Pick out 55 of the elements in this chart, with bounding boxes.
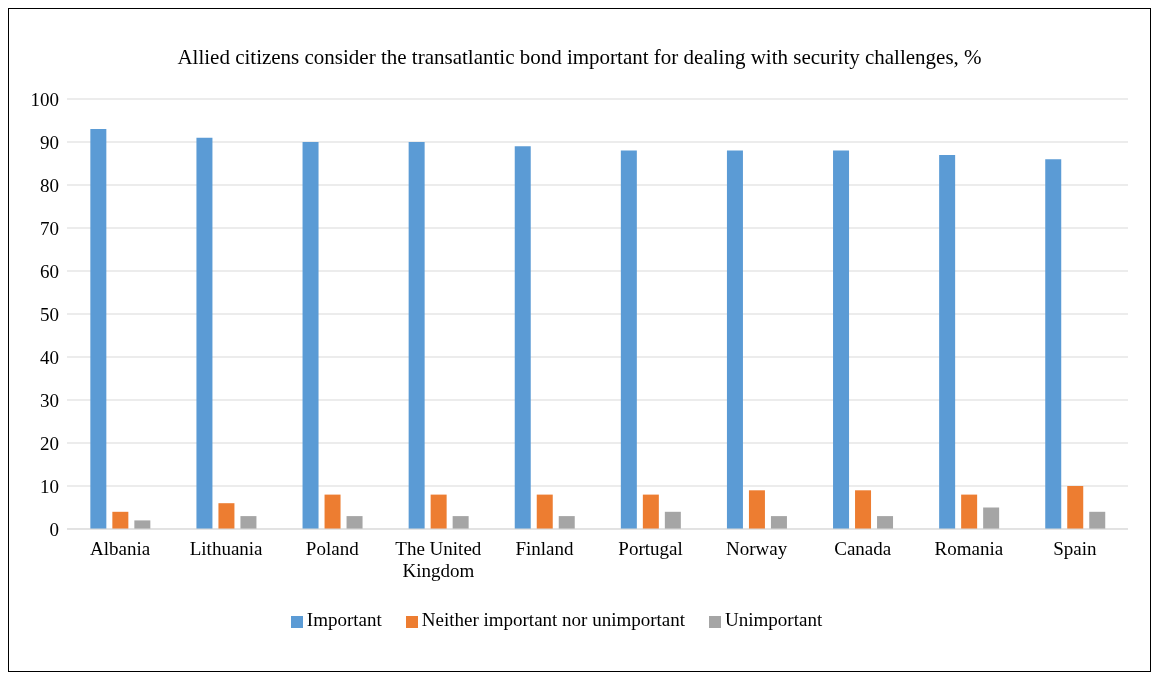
bar bbox=[134, 520, 151, 529]
bar bbox=[536, 494, 553, 529]
y-tick-label: 100 bbox=[30, 88, 59, 110]
bar bbox=[1045, 159, 1062, 529]
x-tick-label: Lithuania bbox=[189, 538, 264, 559]
y-tick-label: 70 bbox=[40, 217, 59, 239]
bar bbox=[877, 516, 894, 529]
bar bbox=[112, 511, 129, 529]
bar bbox=[1089, 511, 1106, 529]
x-tick-label: Norway bbox=[726, 538, 788, 559]
bar bbox=[452, 516, 469, 529]
bar bbox=[90, 129, 107, 529]
bar bbox=[664, 511, 681, 529]
bar bbox=[642, 494, 659, 529]
y-tick-label: 50 bbox=[40, 303, 59, 325]
bar bbox=[961, 494, 978, 529]
legend-label: Neither important nor unimportant bbox=[421, 609, 686, 630]
bar bbox=[346, 516, 363, 529]
y-tick-label: 0 bbox=[49, 518, 59, 540]
x-tick-label: Finland bbox=[515, 538, 574, 559]
x-tick-label: Portugal bbox=[618, 538, 683, 559]
bar bbox=[939, 154, 956, 529]
bar bbox=[983, 507, 1000, 529]
bar bbox=[855, 490, 872, 529]
y-tick-label: 90 bbox=[40, 131, 59, 153]
x-tick-label: Albania bbox=[89, 538, 151, 559]
x-tick-label: Romania bbox=[934, 538, 1004, 559]
x-tick-label: The United Kingdom bbox=[395, 538, 482, 581]
bar bbox=[218, 503, 235, 529]
legend-label: Unimportant bbox=[725, 609, 823, 630]
y-tick-label: 20 bbox=[40, 432, 59, 454]
bar bbox=[408, 142, 425, 529]
bar bbox=[1067, 486, 1084, 529]
chart-title: Allied citizens consider the transatlantic bond important for dealing with security challenges, % bbox=[176, 44, 983, 71]
y-tick-label: 10 bbox=[40, 475, 59, 497]
bar bbox=[430, 494, 447, 529]
bar bbox=[833, 150, 850, 529]
bar bbox=[324, 494, 341, 529]
bar bbox=[620, 150, 637, 529]
bar bbox=[196, 137, 213, 529]
bar bbox=[302, 142, 319, 529]
bar bbox=[726, 150, 743, 529]
x-tick-label: Canada bbox=[834, 538, 892, 559]
y-tick-label: 80 bbox=[40, 174, 59, 196]
x-tick-label: Spain bbox=[1053, 538, 1098, 559]
y-tick-label: 30 bbox=[40, 389, 59, 411]
x-tick-label: Poland bbox=[305, 538, 360, 559]
bar bbox=[770, 516, 787, 529]
bar bbox=[558, 516, 575, 529]
y-tick-label: 60 bbox=[40, 260, 59, 282]
bar bbox=[240, 516, 257, 529]
bar bbox=[514, 146, 531, 529]
y-tick-label: 40 bbox=[40, 346, 59, 368]
bar bbox=[748, 490, 765, 529]
legend-label: Important bbox=[306, 609, 382, 630]
